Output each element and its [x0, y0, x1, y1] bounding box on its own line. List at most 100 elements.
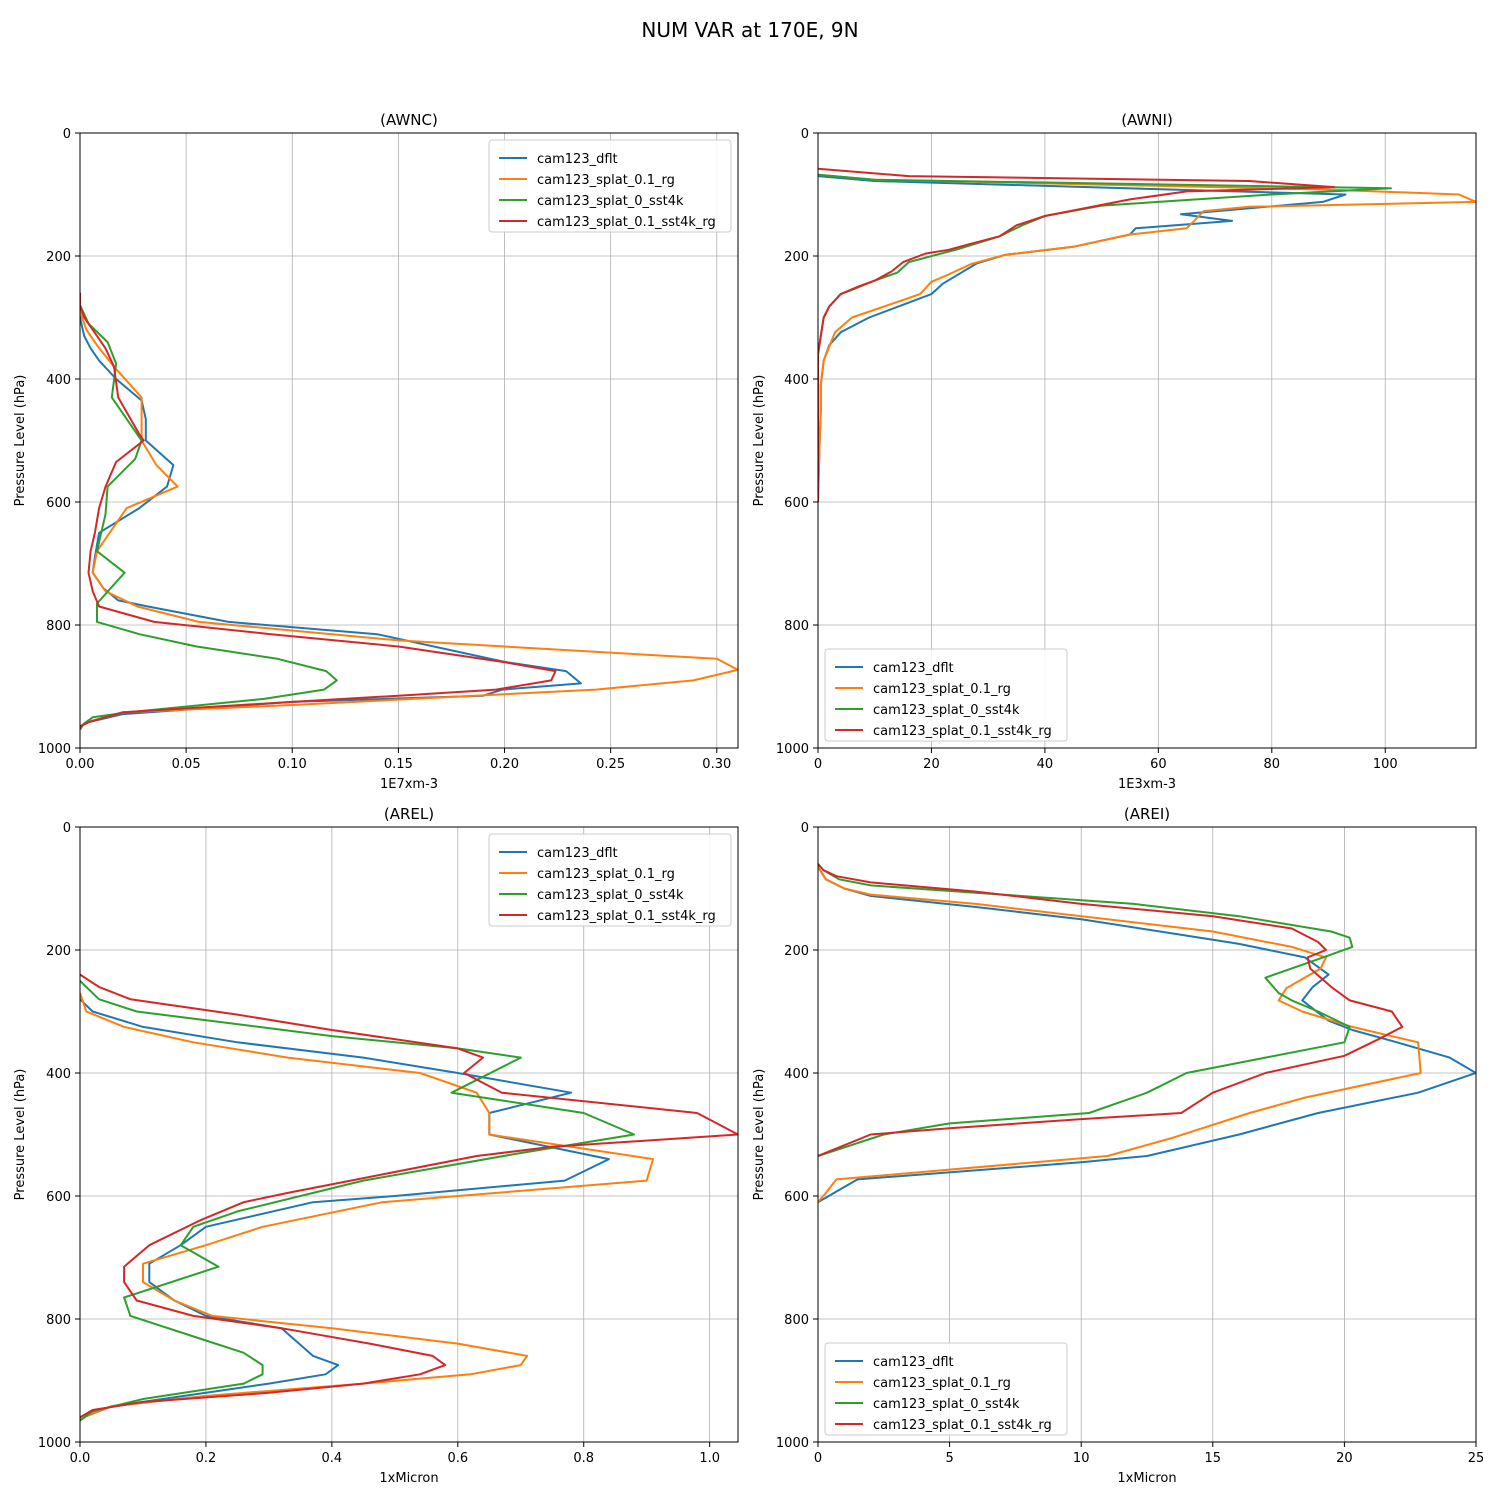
- y-axis-label: Pressure Level (hPa): [13, 1069, 28, 1201]
- x-tick-label: 0: [814, 757, 822, 772]
- x-axis-label: 1E7xm-3: [380, 777, 438, 792]
- x-tick-label: 80: [1264, 757, 1281, 772]
- x-tick-label: 1.0: [699, 1451, 720, 1466]
- x-tick-label: 0.05: [172, 757, 201, 772]
- legend-label: cam123_dflt: [873, 661, 954, 676]
- panel-title: (AWNC): [380, 111, 438, 129]
- y-tick-label: 200: [784, 250, 809, 265]
- legend-label: cam123_splat_0_sst4k: [873, 1397, 1020, 1412]
- x-tick-label: 0.30: [702, 757, 731, 772]
- legend-label: cam123_splat_0_sst4k: [537, 888, 684, 903]
- panel-awnc: 0.00 0.05 0.10 0.15 0.20 0.25 0.30 0 200 400 600 80…: [13, 111, 739, 792]
- x-tick-label: 0.15: [384, 757, 413, 772]
- legend-label: cam123_splat_0_sst4k: [873, 703, 1020, 718]
- panel-title: (AREL): [384, 805, 434, 823]
- y-tick-label: 1000: [38, 742, 71, 757]
- legend-label: cam123_dflt: [873, 1355, 954, 1370]
- y-axis-label: Pressure Level (hPa): [13, 375, 28, 507]
- x-tick-label: 20: [923, 757, 940, 772]
- panel-arel: 0.0 0.2 0.4 0.6 0.8 1.0 0 200 400 600 800 1000 (ARE…: [13, 805, 739, 1486]
- y-tick-label: 800: [784, 1313, 809, 1328]
- legend-label: cam123_splat_0.1_sst4k_rg: [537, 909, 716, 924]
- panel-arei: 0 5 10 15 20 25 0 200 400 600 800 1000 (AREI) 1xMic…: [752, 805, 1484, 1486]
- x-axis-label: 1E3xm-3: [1118, 777, 1176, 792]
- y-tick-label: 600: [784, 496, 809, 511]
- legend-label: cam123_splat_0_sst4k: [537, 194, 684, 209]
- y-tick-label: 800: [46, 619, 71, 634]
- legend-box: [824, 648, 1068, 742]
- x-tick-label: 0.0: [70, 1451, 91, 1466]
- y-tick-label: 1000: [776, 1436, 809, 1451]
- panel-title: (AWNI): [1121, 111, 1173, 129]
- x-tick-label: 0.4: [322, 1451, 343, 1466]
- series-line-cam123-splat-0-1-rg: [80, 992, 654, 1422]
- legend-box: [488, 139, 732, 233]
- legend-label: cam123_splat_0.1_rg: [873, 682, 1011, 697]
- legend-label: cam123_splat_0.1_rg: [873, 1376, 1011, 1391]
- y-tick-label: 600: [784, 1190, 809, 1205]
- y-tick-label: 200: [46, 250, 71, 265]
- plot-frame: [817, 132, 1477, 749]
- x-tick-label: 40: [1037, 757, 1054, 772]
- y-tick-label: 200: [784, 944, 809, 959]
- legend-label: cam123_splat_0.1_sst4k_rg: [873, 724, 1052, 739]
- x-tick-label: 0.2: [196, 1451, 217, 1466]
- y-axis-label: Pressure Level (hPa): [752, 1069, 767, 1201]
- series-line-cam123-dflt: [818, 866, 1476, 1204]
- legend-label: cam123_splat_0.1_sst4k_rg: [537, 215, 716, 230]
- x-tick-label: 15: [1205, 1451, 1222, 1466]
- legend: cam123_dflt cam123_splat_0.1_rg cam123_spl…: [824, 648, 1068, 742]
- legend-box: [824, 1342, 1068, 1436]
- x-tick-label: 100: [1373, 757, 1398, 772]
- legend: cam123_dflt cam123_splat_0.1_rg cam123_spl…: [488, 139, 732, 233]
- y-tick-label: 0: [801, 821, 809, 836]
- x-tick-label: 0.10: [278, 757, 307, 772]
- y-tick-label: 400: [784, 373, 809, 388]
- series-line-cam123-dflt: [80, 998, 610, 1422]
- legend-box: [488, 833, 732, 927]
- y-tick-label: 0: [63, 821, 71, 836]
- legend: cam123_dflt cam123_splat_0.1_rg cam123_spl…: [824, 1342, 1068, 1436]
- series-line-cam123-splat-0-1-rg: [818, 173, 1476, 503]
- legend: cam123_dflt cam123_splat_0.1_rg cam123_spl…: [488, 833, 732, 927]
- y-tick-label: 400: [46, 1067, 71, 1082]
- x-axis-label: 1xMicron: [1117, 1471, 1176, 1486]
- series-line-cam123-splat-0-sst4k: [80, 980, 636, 1422]
- legend-label: cam123_splat_0.1_rg: [537, 867, 675, 882]
- series-line-cam123-splat-0-1-sst4k-rg: [818, 167, 1336, 502]
- y-tick-label: 400: [46, 373, 71, 388]
- x-tick-label: 0.00: [66, 757, 95, 772]
- x-tick-label: 0.6: [447, 1451, 468, 1466]
- legend-label: cam123_splat_0.1_sst4k_rg: [873, 1418, 1052, 1433]
- y-axis-label: Pressure Level (hPa): [752, 375, 767, 507]
- y-tick-label: 1000: [776, 742, 809, 757]
- legend-label: cam123_dflt: [537, 152, 618, 167]
- legend-label: cam123_dflt: [537, 846, 618, 861]
- y-tick-label: 200: [46, 944, 71, 959]
- x-tick-label: 0.8: [573, 1451, 594, 1466]
- x-tick-label: 5: [945, 1451, 953, 1466]
- x-axis-label: 1xMicron: [379, 1471, 438, 1486]
- x-tick-label: 0: [814, 1451, 822, 1466]
- y-tick-label: 600: [46, 1190, 71, 1205]
- y-tick-label: 800: [784, 619, 809, 634]
- y-tick-label: 400: [784, 1067, 809, 1082]
- panel-title: (AREI): [1124, 805, 1170, 823]
- x-tick-label: 60: [1150, 757, 1167, 772]
- figure-title: NUM VAR at 170E, 9N: [641, 18, 858, 42]
- y-tick-label: 1000: [38, 1436, 71, 1451]
- x-tick-label: 10: [1073, 1451, 1090, 1466]
- x-tick-label: 25: [1468, 1451, 1485, 1466]
- y-tick-label: 0: [801, 127, 809, 142]
- series-line-cam123-splat-0-1-sst4k-rg: [818, 863, 1404, 1157]
- series-line-cam123-splat-0-1-rg: [818, 866, 1422, 1203]
- y-tick-label: 600: [46, 496, 71, 511]
- x-tick-label: 20: [1336, 1451, 1353, 1466]
- plot-frame: [817, 826, 1477, 1443]
- x-tick-label: 0.25: [596, 757, 625, 772]
- y-tick-label: 800: [46, 1313, 71, 1328]
- y-tick-label: 0: [63, 127, 71, 142]
